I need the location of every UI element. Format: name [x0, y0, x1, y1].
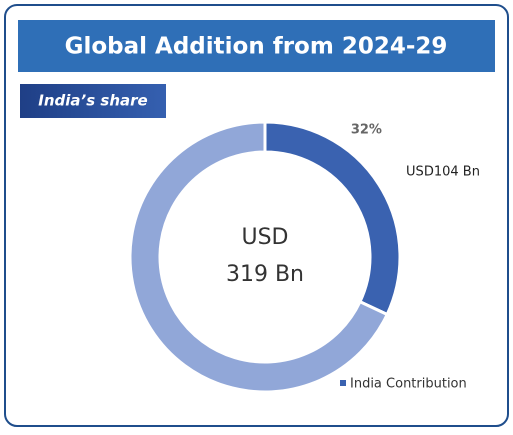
subtitle: India’s share	[38, 92, 147, 110]
annotation: USD104 Bn	[406, 165, 480, 180]
data-label: 32%	[351, 123, 382, 138]
legend-label: India Contribution	[350, 377, 467, 392]
title-bar	[18, 20, 495, 72]
donut-segment	[128, 120, 390, 394]
center-text: 319 Bn	[226, 262, 304, 287]
legend-swatch	[340, 380, 346, 386]
chart-title: Global Addition from 2024-29	[65, 34, 448, 60]
subtitle-badge	[20, 84, 166, 118]
center-text: USD	[241, 225, 288, 250]
